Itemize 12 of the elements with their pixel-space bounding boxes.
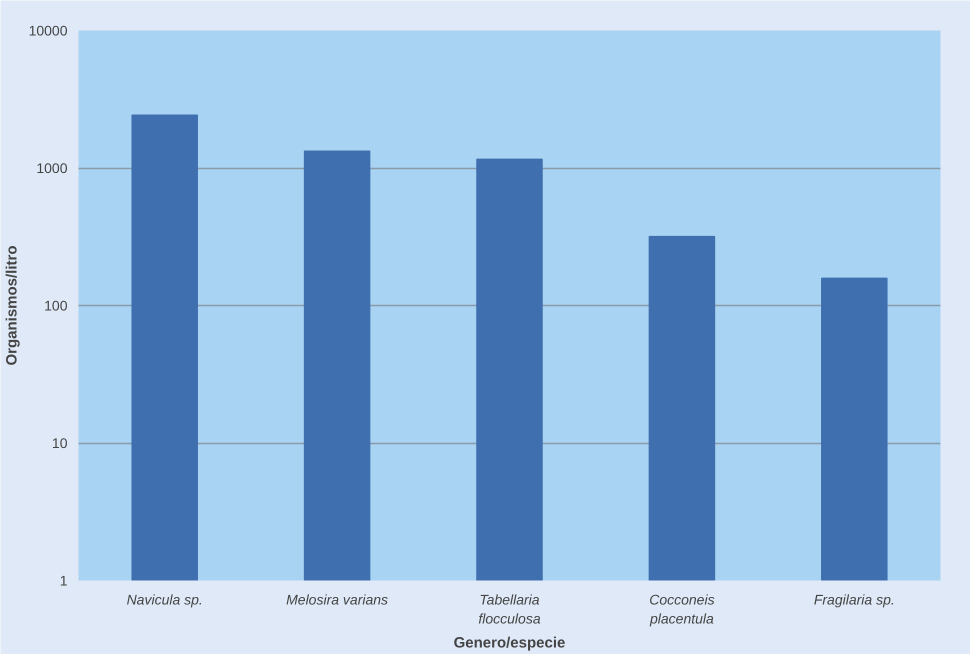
x-tick-label: Melosira varians <box>286 592 388 608</box>
x-axis-title: Genero/especie <box>454 634 566 652</box>
y-tick-label: 1 <box>60 572 68 588</box>
x-tick-label: Cocconeis placentula <box>648 592 715 627</box>
y-tick-label: 10000 <box>28 22 68 38</box>
y-tick-label: 10 <box>52 435 68 451</box>
y-tick-label: 100 <box>44 298 68 314</box>
x-tick-label: Navicula sp. <box>126 592 203 608</box>
y-tick-label: 1000 <box>36 160 68 176</box>
y-axis-title: Organismos/litro <box>4 245 21 366</box>
x-tick-label: Fragilaria sp. <box>814 592 895 608</box>
x-tick-label: Tabellaria flocculosa <box>478 592 541 627</box>
